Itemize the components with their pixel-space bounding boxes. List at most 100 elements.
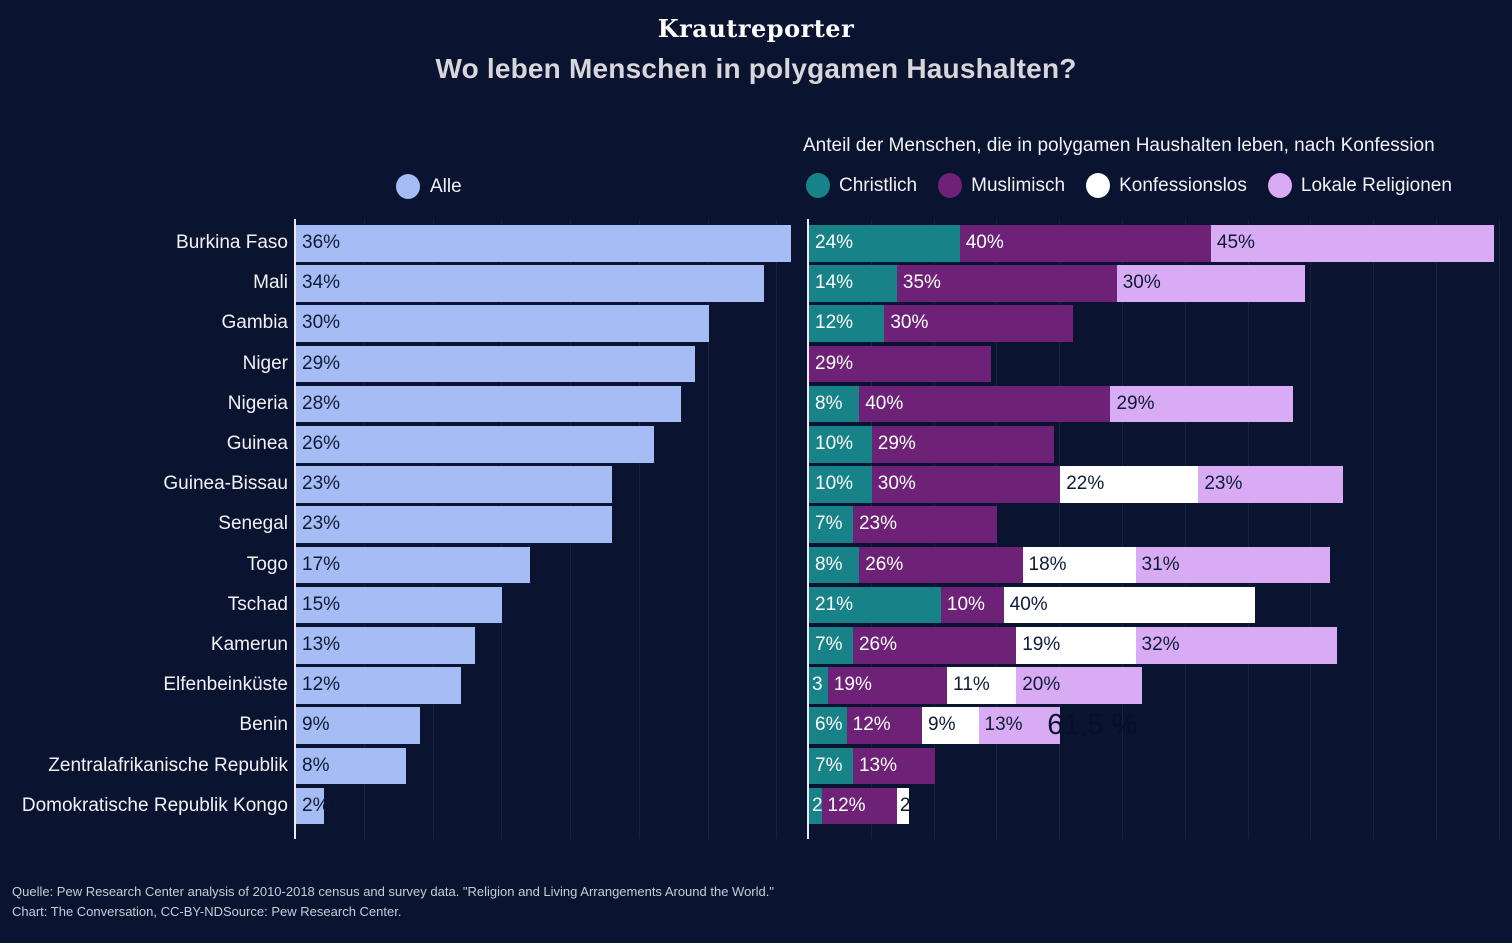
segment-konfessionslos[interactable]: 19% bbox=[1016, 627, 1136, 664]
gridline bbox=[1059, 219, 1061, 839]
segment-value: 21% bbox=[815, 593, 854, 615]
all-bar[interactable]: 26% bbox=[296, 426, 654, 463]
segment-value: 10% bbox=[815, 473, 854, 495]
segment-lokale-religionen[interactable]: 30% bbox=[1116, 265, 1306, 302]
konfessionslos-legend-label: Konfessionslos bbox=[1119, 174, 1247, 196]
segment-christlich[interactable]: 3 bbox=[809, 667, 828, 704]
all-bar[interactable]: 9% bbox=[296, 707, 420, 744]
segment-value: 19% bbox=[1022, 634, 1061, 655]
segment-muslimisch[interactable]: 29% bbox=[809, 345, 992, 383]
segment-value: 26% bbox=[865, 553, 904, 575]
source-line-1: Quelle: Pew Research Center analysis of … bbox=[12, 884, 774, 899]
segment-lokale-religionen[interactable]: 20% bbox=[1016, 667, 1142, 704]
segment-muslimisch[interactable]: 26% bbox=[859, 546, 1023, 584]
all-bar[interactable]: 23% bbox=[296, 506, 613, 543]
country-label: Senegal bbox=[218, 513, 288, 535]
segment-christlich[interactable]: 10% bbox=[809, 466, 872, 503]
segment-muslimisch[interactable]: 30% bbox=[871, 466, 1061, 503]
segment-christlich[interactable]: 2 bbox=[809, 787, 823, 825]
segment-value: 29% bbox=[1116, 392, 1155, 414]
legend-item-lokale-religionen[interactable]: Lokale Religionen bbox=[1267, 173, 1452, 198]
segment-lokale-religionen[interactable]: 45% bbox=[1210, 225, 1494, 262]
segment-konfessionslos[interactable]: 9% bbox=[922, 707, 979, 744]
all-bar[interactable]: 2% bbox=[296, 787, 329, 825]
all-bar-value: 28% bbox=[302, 392, 341, 414]
legend-all[interactable]: Alle bbox=[396, 174, 462, 199]
segment-konfessionslos[interactable]: 11% bbox=[947, 667, 1017, 704]
gridline bbox=[1436, 219, 1437, 839]
segment-value: 13% bbox=[984, 714, 1023, 736]
all-bar[interactable]: 30% bbox=[296, 305, 709, 342]
segment-konfessionslos[interactable]: 18% bbox=[1022, 546, 1136, 584]
segment-muslimisch[interactable]: 23% bbox=[852, 506, 998, 543]
segment-muslimisch[interactable]: 13% bbox=[852, 747, 935, 785]
segment-christlich[interactable]: 8% bbox=[809, 385, 860, 423]
segment-christlich[interactable]: 10% bbox=[809, 426, 872, 463]
segment-konfessionslos[interactable]: 22% bbox=[1060, 466, 1199, 503]
legend-item-muslimisch[interactable]: Muslimisch bbox=[938, 173, 1065, 198]
segment-value: 31% bbox=[1141, 553, 1180, 575]
krautreporter-logo: Krautreporter bbox=[657, 14, 855, 43]
segment-lokale-religionen[interactable]: 29% bbox=[1110, 385, 1293, 423]
all-bar[interactable]: 23% bbox=[296, 466, 613, 503]
all-bar-value: 12% bbox=[302, 674, 341, 696]
segment-christlich[interactable]: 14% bbox=[809, 265, 897, 302]
segment-konfessionslos[interactable]: 40% bbox=[1003, 586, 1255, 624]
segment-lokale-religionen[interactable]: 13% bbox=[978, 707, 1061, 744]
segment-value: 23% bbox=[858, 513, 897, 535]
segment-christlich[interactable]: 7% bbox=[809, 506, 853, 543]
legend-item-konfessionslos[interactable]: Konfessionslos bbox=[1086, 173, 1247, 198]
country-label: Benin bbox=[239, 714, 288, 736]
all-bar[interactable]: 34% bbox=[296, 265, 764, 302]
segment-lokale-religionen[interactable]: 31% bbox=[1135, 546, 1331, 584]
segment-muslimisch[interactable]: 30% bbox=[884, 305, 1073, 342]
segment-konfessionslos[interactable]: 2 bbox=[896, 787, 910, 825]
segment-muslimisch[interactable]: 12% bbox=[846, 707, 923, 744]
legend-item-christlich[interactable]: Christlich bbox=[806, 173, 917, 198]
segment-muslimisch[interactable]: 29% bbox=[871, 426, 1054, 463]
country-label: Kamerun bbox=[210, 634, 288, 655]
segment-value: 32% bbox=[1141, 634, 1180, 655]
gridline bbox=[1498, 219, 1500, 839]
segment-muslimisch[interactable]: 19% bbox=[827, 667, 948, 704]
segment-christlich[interactable]: 24% bbox=[809, 225, 960, 262]
segment-muslimisch[interactable]: 10% bbox=[940, 586, 1004, 624]
all-bar[interactable]: 8% bbox=[296, 747, 406, 785]
country-label: Guinea-Bissau bbox=[163, 473, 288, 495]
gridline bbox=[1122, 219, 1123, 839]
gridline bbox=[1247, 219, 1249, 839]
christlich-legend-label: Christlich bbox=[839, 174, 918, 196]
all-bar[interactable]: 17% bbox=[296, 546, 530, 584]
segment-muslimisch[interactable]: 12% bbox=[821, 787, 897, 825]
segment-christlich[interactable]: 8% bbox=[809, 546, 860, 584]
all-bar[interactable]: 29% bbox=[296, 345, 695, 383]
all-bar[interactable]: 28% bbox=[296, 385, 681, 423]
segment-christlich[interactable]: 7% bbox=[809, 627, 853, 664]
all-bar[interactable]: 15% bbox=[296, 586, 503, 624]
gridline bbox=[1310, 219, 1312, 839]
all-bar[interactable]: 13% bbox=[296, 627, 475, 664]
segment-christlich[interactable]: 6% bbox=[809, 707, 847, 744]
segment-muslimisch[interactable]: 35% bbox=[896, 265, 1117, 302]
segment-lokale-religionen[interactable]: 32% bbox=[1135, 627, 1337, 664]
segment-muslimisch[interactable]: 40% bbox=[859, 385, 1111, 423]
segment-muslimisch[interactable]: 26% bbox=[852, 627, 1017, 664]
segment-muslimisch[interactable]: 40% bbox=[959, 225, 1211, 262]
segment-christlich[interactable]: 12% bbox=[809, 305, 885, 342]
segment-value: 40% bbox=[965, 232, 1004, 253]
segment-value: 40% bbox=[1009, 593, 1048, 615]
gridline bbox=[638, 219, 640, 839]
segment-lokale-religionen[interactable]: 23% bbox=[1198, 466, 1343, 503]
segment-value: 29% bbox=[815, 352, 854, 374]
all-bar[interactable]: 12% bbox=[296, 667, 461, 704]
lokale-religionen-legend-dot bbox=[1267, 173, 1292, 198]
all-bar-value: 36% bbox=[302, 232, 341, 253]
segment-christlich[interactable]: 7% bbox=[809, 747, 853, 785]
segment-value: 40% bbox=[865, 392, 904, 414]
segment-value: 12% bbox=[827, 794, 866, 816]
all-bar[interactable]: 36% bbox=[296, 225, 791, 262]
konfessionslos-legend-dot bbox=[1086, 173, 1111, 198]
segment-christlich[interactable]: 21% bbox=[809, 586, 941, 624]
country-label: Gambia bbox=[221, 312, 288, 334]
